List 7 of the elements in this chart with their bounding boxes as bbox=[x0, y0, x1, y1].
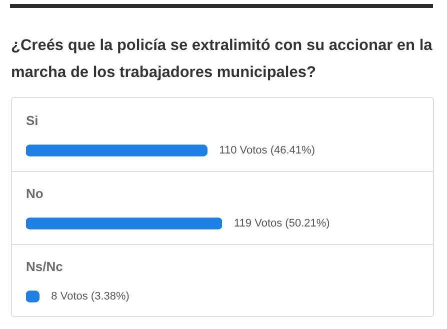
data-label: 119 Votos (50.21%) bbox=[234, 218, 330, 230]
y-tick-label: No bbox=[26, 186, 44, 202]
data-label: 8 Votos (3.38%) bbox=[51, 290, 130, 303]
chart-title: ¿Creés que la policía se extralimitó con su accionar en la marcha de los trabajadores municipales? bbox=[11, 36, 434, 83]
y-tick-label: Ns/Nc bbox=[26, 259, 63, 274]
y-tick-label: Si bbox=[26, 113, 38, 128]
data-label: 110 Votos (46.41%) bbox=[219, 144, 315, 157]
